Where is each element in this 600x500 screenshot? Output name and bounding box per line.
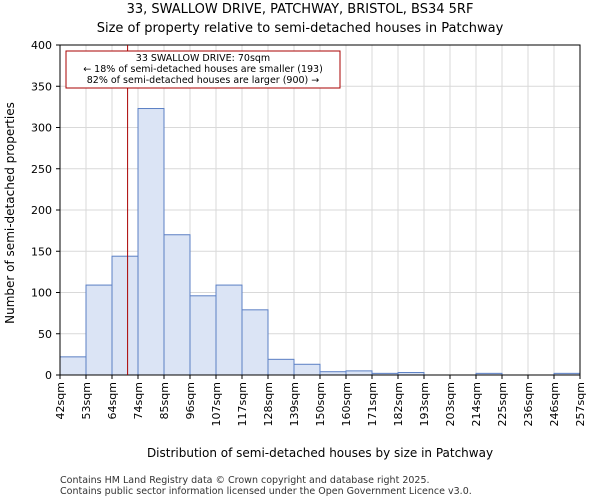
x-tick-label: 64sqm <box>106 382 119 419</box>
x-axis-ticks: 42sqm 53sqm 64sqm 74sqm 85sqm 96sqm 107sqm 117s… <box>54 375 587 426</box>
y-tick-label: 100 <box>31 287 52 300</box>
x-tick-label: 246sqm <box>548 382 561 426</box>
y-axis-ticks: 0 50 100 150 200 250 300 350 400 <box>31 39 60 382</box>
x-tick-label: 171sqm <box>366 382 379 426</box>
y-axis-label: Number of semi-detached properties <box>3 102 17 324</box>
x-tick-label: 214sqm <box>470 382 483 426</box>
x-tick-label: 96sqm <box>184 382 197 419</box>
x-tick-label: 139sqm <box>288 382 301 426</box>
x-tick-label: 225sqm <box>496 382 509 426</box>
histogram-bar <box>267 358 295 376</box>
chart-subtitle: Size of property relative to semi-detach… <box>97 21 504 36</box>
annotation-line-3: 82% of semi-detached houses are larger (… <box>87 75 320 86</box>
chart-title: 33, SWALLOW DRIVE, PATCHWAY, BRISTOL, BS… <box>127 2 474 17</box>
histogram-bar <box>137 108 165 376</box>
x-tick-label: 203sqm <box>444 382 457 426</box>
x-tick-label: 236sqm <box>522 382 535 426</box>
x-tick-label: 193sqm <box>418 382 431 426</box>
histogram-bar <box>85 284 113 376</box>
footer-line-1: Contains HM Land Registry data © Crown c… <box>60 475 430 486</box>
y-tick-label: 150 <box>31 245 52 258</box>
annotation-line-1: 33 SWALLOW DRIVE: 70sqm <box>136 53 270 64</box>
histogram-bar <box>293 363 321 376</box>
x-tick-label: 160sqm <box>340 382 353 426</box>
x-tick-label: 74sqm <box>132 382 145 419</box>
x-tick-label: 85sqm <box>158 382 171 419</box>
x-tick-label: 150sqm <box>314 382 327 426</box>
histogram-bar <box>163 234 191 376</box>
annotation-frame <box>65 50 341 89</box>
plot-frame <box>59 44 581 376</box>
y-tick-label: 300 <box>31 122 52 135</box>
y-tick-label: 350 <box>31 80 52 93</box>
x-tick-label: 107sqm <box>210 382 223 426</box>
y-tick-label: 0 <box>45 369 52 382</box>
y-tick-label: 400 <box>31 39 52 52</box>
histogram-bar <box>241 309 269 376</box>
y-tick-label: 50 <box>38 328 52 341</box>
histogram-bar <box>189 295 217 376</box>
x-tick-label: 182sqm <box>392 382 405 426</box>
y-tick-label: 250 <box>31 163 52 176</box>
x-tick-label: 117sqm <box>236 382 249 426</box>
y-tick-label: 200 <box>31 204 52 217</box>
footer-line-2: Contains public sector information licen… <box>60 486 472 497</box>
histogram-bar <box>111 255 139 376</box>
annotation-box: 33 SWALLOW DRIVE: 70sqm ← 18% of semi-de… <box>65 50 341 89</box>
histogram-bar <box>59 356 87 376</box>
x-axis-label: Distribution of semi-detached houses by … <box>147 446 493 460</box>
annotation-line-2: ← 18% of semi-detached houses are smalle… <box>83 64 323 75</box>
x-tick-label: 42sqm <box>54 382 67 419</box>
bars <box>59 108 581 376</box>
histogram-bar <box>345 370 373 376</box>
x-tick-label: 257sqm <box>574 382 587 426</box>
x-tick-label: 128sqm <box>262 382 275 426</box>
histogram-bar <box>215 284 243 376</box>
x-tick-label: 53sqm <box>80 382 93 419</box>
